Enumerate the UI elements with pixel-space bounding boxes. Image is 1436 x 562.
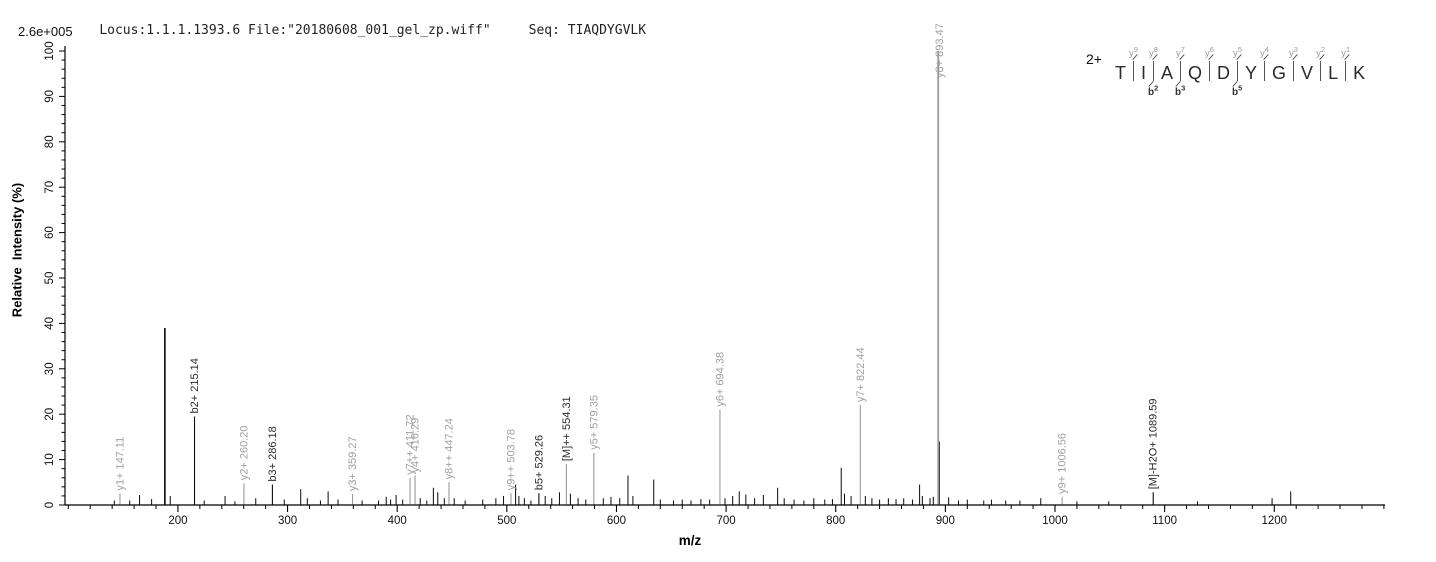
peak-label-b2+: b2+ 215.14	[189, 358, 201, 413]
cleavage-y6: y6	[1205, 45, 1214, 83]
residue-l-9: L	[1328, 63, 1339, 83]
peak-label-y4+: y4+ 416.29	[410, 418, 422, 473]
residue-i-2: I	[1140, 63, 1146, 83]
y-ion-label-y1: y1	[1341, 45, 1350, 60]
y-tick-label: 80	[44, 135, 56, 148]
y-ion-label-y8: y8	[1148, 45, 1158, 60]
spectrum-header: Locus:1.1.1.1393.6 File:"20180608_001_ge…	[68, 8, 646, 53]
x-tick-label: 200	[168, 515, 187, 527]
cleavage-y2: y2	[1316, 45, 1325, 83]
residue-k-10: K	[1353, 63, 1366, 83]
cleavage-bar	[1152, 61, 1154, 81]
y-ion-label-y6: y6	[1205, 45, 1214, 60]
peak-label-y5+: y5+ 579.35	[588, 395, 600, 450]
peak-label-[M]-H2O+: [M]-H2O+ 1089.59	[1148, 398, 1160, 489]
b-ion-label-b5: b5	[1232, 84, 1243, 99]
cleavage-bar	[1237, 61, 1239, 81]
y-ion-label-y3: y3	[1289, 45, 1298, 60]
max-intensity-value: 2.6e+005	[18, 24, 73, 39]
cleavage-y3: y3	[1289, 45, 1298, 83]
b-ion-label-b2: b2	[1147, 84, 1159, 99]
x-tick-label: 600	[607, 515, 626, 527]
residue-v-8: V	[1301, 63, 1314, 83]
x-tick-label: 500	[497, 515, 516, 527]
residue-y-6: Y	[1245, 63, 1258, 83]
peak-label-y2+: y2+ 260.20	[238, 425, 250, 480]
y-tick-label: 0	[44, 502, 56, 508]
peak-label-b5+: b5+ 529.26	[533, 435, 545, 490]
x-axis-title: m/z	[678, 533, 702, 548]
y-ion-label-y4: y4	[1260, 45, 1269, 60]
y-tick-label: 70	[44, 181, 56, 194]
peak-label-b3+: b3+ 286.18	[267, 426, 279, 481]
cleavage-y1: y1	[1341, 45, 1350, 83]
sequence-text: Seq: TIAQDYGVLK	[528, 23, 647, 38]
y-tick-label: 40	[44, 317, 56, 330]
cleavage-y9: y9	[1129, 45, 1138, 83]
x-tick-label: 400	[388, 515, 407, 527]
x-tick-label: 900	[936, 515, 955, 527]
y-ion-label-y7: y7	[1176, 45, 1185, 60]
residue-q-4: Q	[1188, 63, 1203, 83]
residue-t-1: T	[1114, 63, 1126, 83]
y-tick-label: 60	[44, 226, 56, 239]
residue-d-5: D	[1217, 63, 1231, 83]
residue-g-7: G	[1272, 63, 1287, 83]
y-tick-label: 30	[44, 362, 56, 375]
x-tick-label: 800	[826, 515, 845, 527]
peak-label-y7+: y7+ 822.44	[855, 347, 867, 402]
cleavage-bar	[1132, 61, 1134, 81]
x-tick-label: 700	[717, 515, 736, 527]
cleavage-bar	[1320, 61, 1322, 81]
cleavage-y7-b3: y7 b3	[1175, 45, 1185, 98]
cleavage-bar	[1345, 61, 1347, 81]
y-ion-label-y5: y5	[1233, 45, 1242, 60]
cleavage-bar	[1264, 61, 1266, 81]
cleavage-bar	[1293, 61, 1295, 81]
y-tick-label: 90	[44, 90, 56, 103]
precursor-charge-label: 2+	[1086, 51, 1102, 67]
y-tick-label: 100	[44, 41, 56, 60]
residue-a-3: A	[1160, 63, 1173, 83]
y-tick-label: 50	[44, 272, 56, 285]
peak-label-y8+: y8+ 893.47	[934, 23, 946, 78]
peak-label-[M]++: [M]++ 554.31	[561, 396, 573, 461]
peak-label-y8++: y8++ 447.24	[443, 418, 455, 479]
x-tick-label: 1100	[1152, 515, 1177, 527]
y-ion-label-y2: y2	[1316, 45, 1325, 60]
peak-label-y9++: y9++ 503.78	[505, 429, 517, 490]
x-tick-label: 300	[278, 515, 297, 527]
y-ion-label-y9: y9	[1128, 45, 1138, 60]
x-tick-label: 1000	[1042, 515, 1068, 527]
peak-label-y6+: y6+ 694.38	[714, 352, 726, 407]
peak-label-y7++: y7++ 411.72	[405, 414, 417, 474]
peak-label-y1+: y1+ 147.11	[114, 437, 126, 491]
cleavage-y4: y4	[1260, 45, 1269, 83]
cleavage-y5-b5: y5 b5	[1232, 45, 1242, 98]
cleavage-bar	[1209, 61, 1211, 81]
y-tick-label: 10	[44, 453, 56, 466]
peak-label-y3+: y3+ 359.27	[347, 436, 359, 491]
y-tick-label: 20	[44, 408, 56, 421]
cleavage-y8-b2: y8 b2	[1148, 45, 1158, 98]
locus-file-text: Locus:1.1.1.1393.6 File:"20180608_001_ge…	[99, 23, 491, 38]
cleavage-bar	[1180, 61, 1181, 81]
b-ion-label-b3: b3	[1175, 84, 1186, 99]
x-tick-label: 1200	[1261, 515, 1287, 527]
peak-label-y9+: y9+ 1006.56	[1057, 433, 1069, 494]
